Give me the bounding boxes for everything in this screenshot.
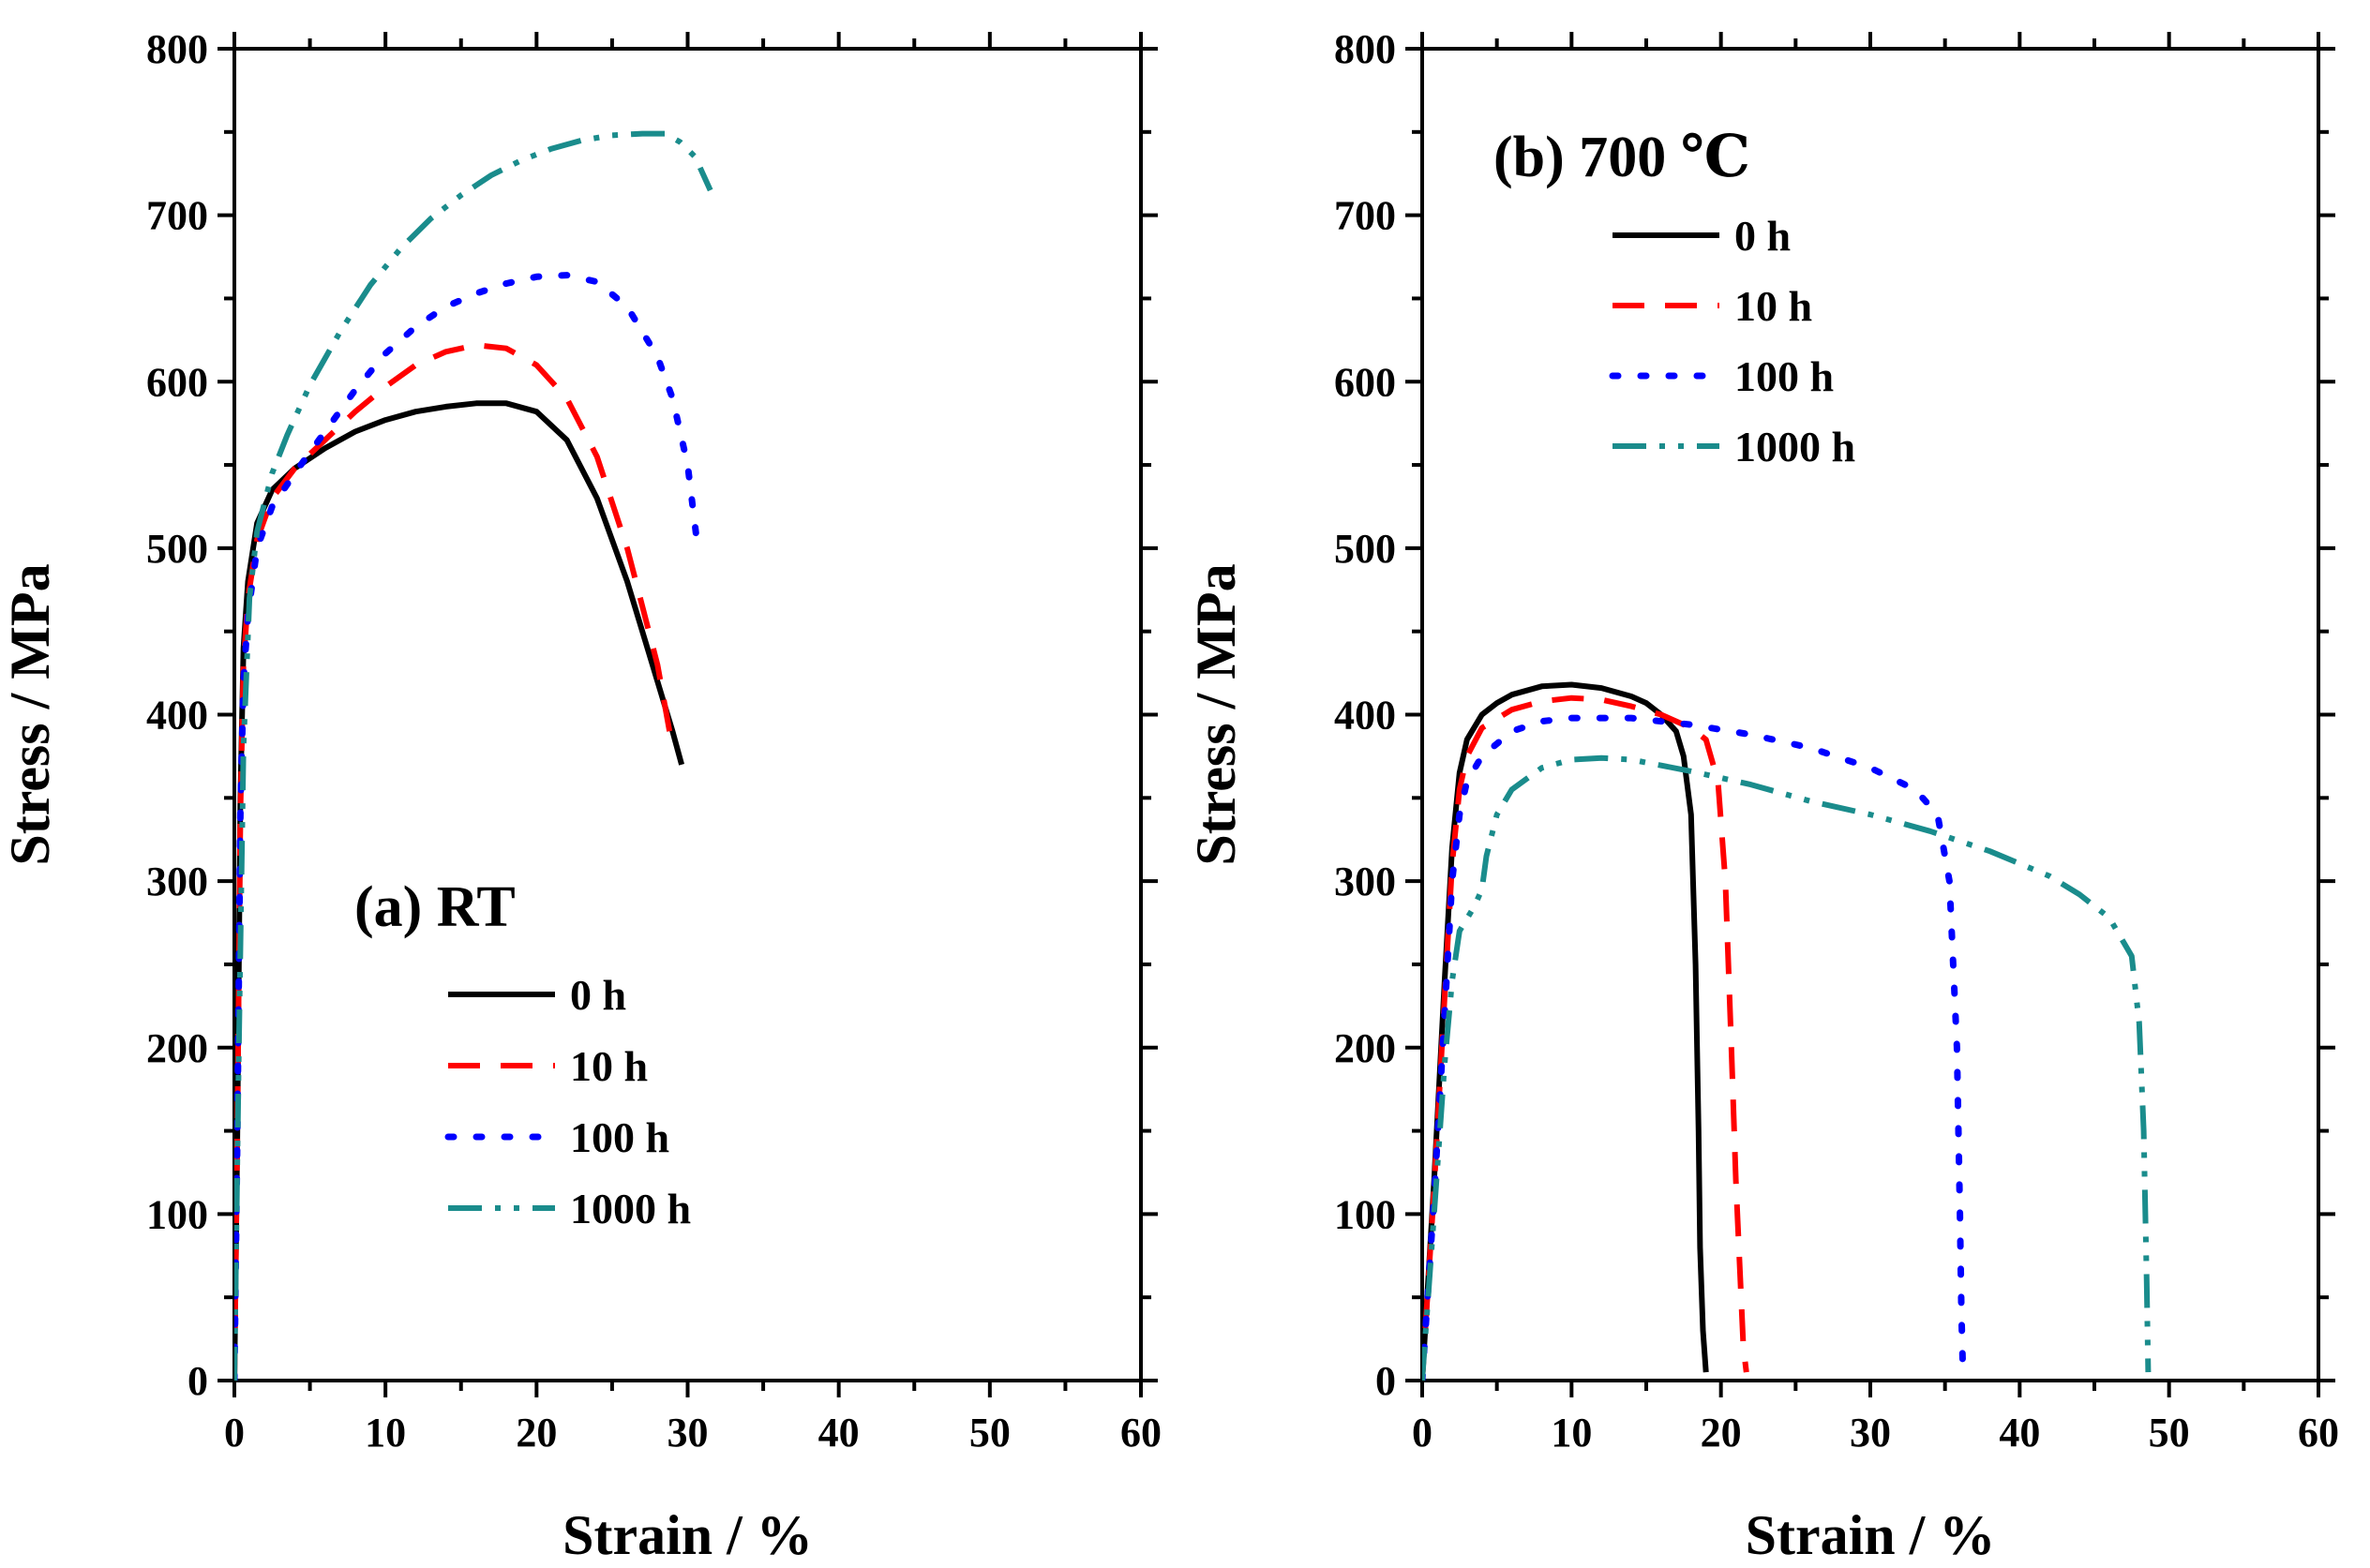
panel-a-series-1000h — [234, 130, 713, 1381]
panel-b-x-tick-label: 30 — [1850, 1410, 1891, 1456]
panel-b-x-tick-label: 50 — [2149, 1410, 2190, 1456]
panel-a-y-tick-label: 700 — [146, 193, 208, 239]
panel-a-y-tick-label: 400 — [146, 693, 208, 739]
panel-b-series-10h — [1422, 694, 1749, 1381]
panel-b-y-tick-label: 800 — [1334, 26, 1396, 72]
panel-a-x-tick-label: 10 — [365, 1410, 406, 1456]
panel-a-y-axis-title: Stress / MPa — [0, 563, 61, 865]
panel-a-x-tick-label: 20 — [516, 1410, 557, 1456]
panel-b-x-tick-label: 60 — [2298, 1410, 2339, 1456]
panel-a-legend-label: 100 h — [570, 1113, 669, 1161]
panel-a-legend-label: 0 h — [570, 971, 626, 1019]
panel-a-y-tick-label: 800 — [146, 26, 208, 72]
panel-b-y-tick-label: 100 — [1334, 1191, 1396, 1237]
panel-b-series-100h — [1422, 714, 1967, 1381]
panel-a-y-tick-label: 0 — [188, 1358, 208, 1404]
panel-a-plot-frame — [232, 47, 1143, 1382]
panel-a-legend-label: 1000 h — [570, 1185, 691, 1232]
panel-a-x-tick-label: 60 — [1120, 1410, 1162, 1456]
panel-b-plot-frame — [1420, 47, 2320, 1382]
panel-b-y-axis-title: Stress / MPa — [1185, 563, 1247, 865]
panel-b-legend-label: 0 h — [1734, 212, 1791, 260]
panel-b-series-1000h — [1422, 754, 2152, 1381]
panel-a-x-tick-label: 50 — [969, 1410, 1011, 1456]
panel-b-y-tick-label: 0 — [1375, 1358, 1396, 1404]
panel-b-y-tick-label: 300 — [1334, 859, 1396, 904]
panel-a-series-10h — [234, 342, 676, 1381]
panel-a-y-tick-label: 200 — [146, 1025, 208, 1071]
panel-b-legend-label: 100 h — [1734, 352, 1834, 400]
panel-b-legend-label: 1000 h — [1734, 423, 1855, 470]
panel-a-title: (a) RT — [354, 875, 516, 939]
panel-b-y-tick-label: 200 — [1334, 1025, 1396, 1071]
panel-b-stress-strain-700c: 0 10 20 30 40 50 600100200300400500600700800St… — [1185, 26, 2339, 1566]
panel-a-x-axis-title: Strain / % — [562, 1504, 813, 1566]
panel-a-y-tick-label: 500 — [146, 526, 208, 572]
panel-b-y-tick-label: 400 — [1334, 693, 1396, 739]
panel-a-x-tick-label: 40 — [818, 1410, 860, 1456]
panel-a-y-tick-label: 300 — [146, 859, 208, 904]
panel-b-x-tick-label: 10 — [1551, 1410, 1592, 1456]
panel-a-stress-strain-rt: 0 10 20 30 40 50 600100200300400500600700800St… — [0, 26, 1162, 1566]
panel-b-x-tick-label: 0 — [1412, 1410, 1432, 1456]
panel-b-legend-label: 10 h — [1734, 282, 1812, 330]
panel-b-title: (b) 700 ℃ — [1493, 126, 1750, 189]
panel-b-y-tick-label: 700 — [1334, 193, 1396, 239]
panel-b-x-tick-label: 40 — [1999, 1410, 2040, 1456]
panel-b-x-tick-label: 20 — [1701, 1410, 1742, 1456]
panel-a-x-tick-label: 0 — [224, 1410, 245, 1456]
panel-b-y-tick-label: 500 — [1334, 526, 1396, 572]
panel-b-x-axis-title: Strain / % — [1746, 1504, 1996, 1566]
panel-a-legend-label: 10 h — [570, 1042, 648, 1090]
panel-a-y-tick-label: 600 — [146, 359, 208, 405]
panel-a-y-tick-label: 100 — [146, 1191, 208, 1237]
panel-a-x-tick-label: 30 — [668, 1410, 709, 1456]
panel-b-y-tick-label: 600 — [1334, 359, 1396, 405]
